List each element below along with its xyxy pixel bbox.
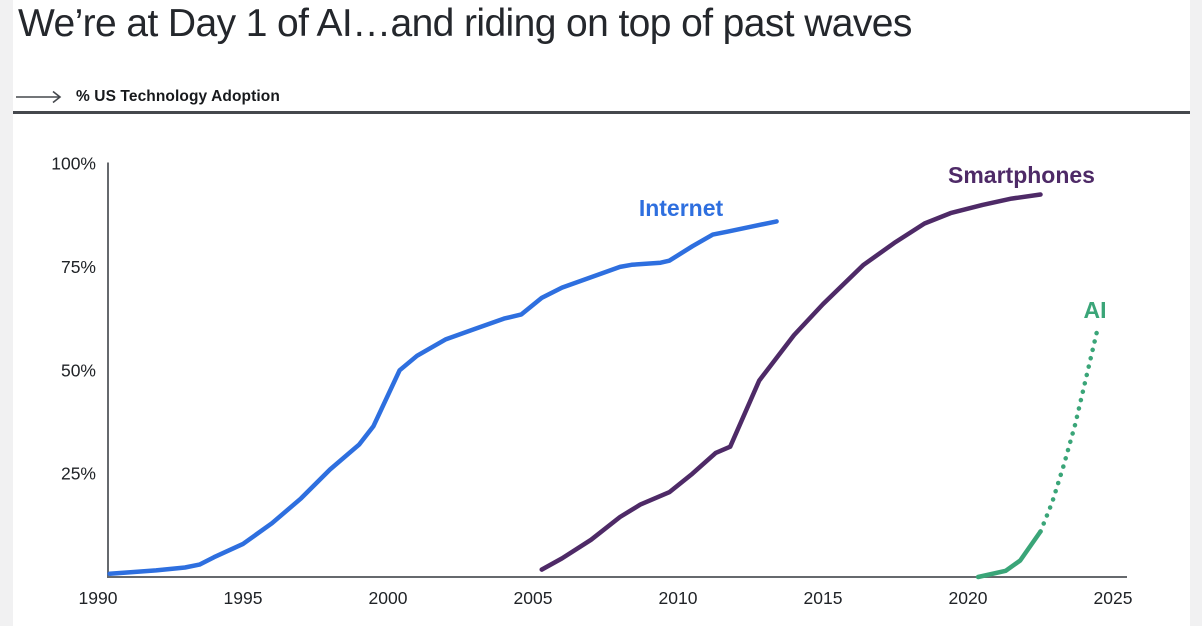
x-tick-label: 2010 bbox=[659, 588, 698, 608]
y-tick-label: 25% bbox=[61, 464, 96, 484]
series-line-smartphones bbox=[539, 192, 1043, 572]
x-tick-label: 2015 bbox=[804, 588, 843, 608]
x-tick-label: 2025 bbox=[1094, 588, 1133, 608]
series-line-ai-solid bbox=[975, 529, 1043, 580]
y-tick-label: 50% bbox=[61, 360, 96, 380]
y-tick-label: 75% bbox=[61, 257, 96, 277]
x-tick-label: 2020 bbox=[949, 588, 988, 608]
content-panel: We’re at Day 1 of AI…and riding on top o… bbox=[13, 0, 1190, 626]
chart-kicker: % US Technology Adoption bbox=[76, 88, 280, 105]
long-right-arrow-icon bbox=[16, 90, 62, 104]
x-tick-label: 2000 bbox=[369, 588, 408, 608]
header-rule bbox=[13, 111, 1190, 114]
series-label-smartphones: Smartphones bbox=[948, 162, 1095, 188]
x-tick-label: 2005 bbox=[514, 588, 553, 608]
y-tick-label: 100% bbox=[51, 154, 96, 174]
series-line-internet bbox=[107, 219, 779, 576]
page-title: We’re at Day 1 of AI…and riding on top o… bbox=[18, 2, 912, 45]
x-tick-label: 1990 bbox=[79, 588, 118, 608]
series-line-ai-dotted bbox=[1038, 328, 1100, 534]
chart-kicker-row: % US Technology Adoption bbox=[15, 86, 280, 108]
series-label-internet: Internet bbox=[639, 195, 724, 221]
x-tick-label: 1995 bbox=[224, 588, 263, 608]
series-label-ai: AI bbox=[1084, 297, 1107, 323]
